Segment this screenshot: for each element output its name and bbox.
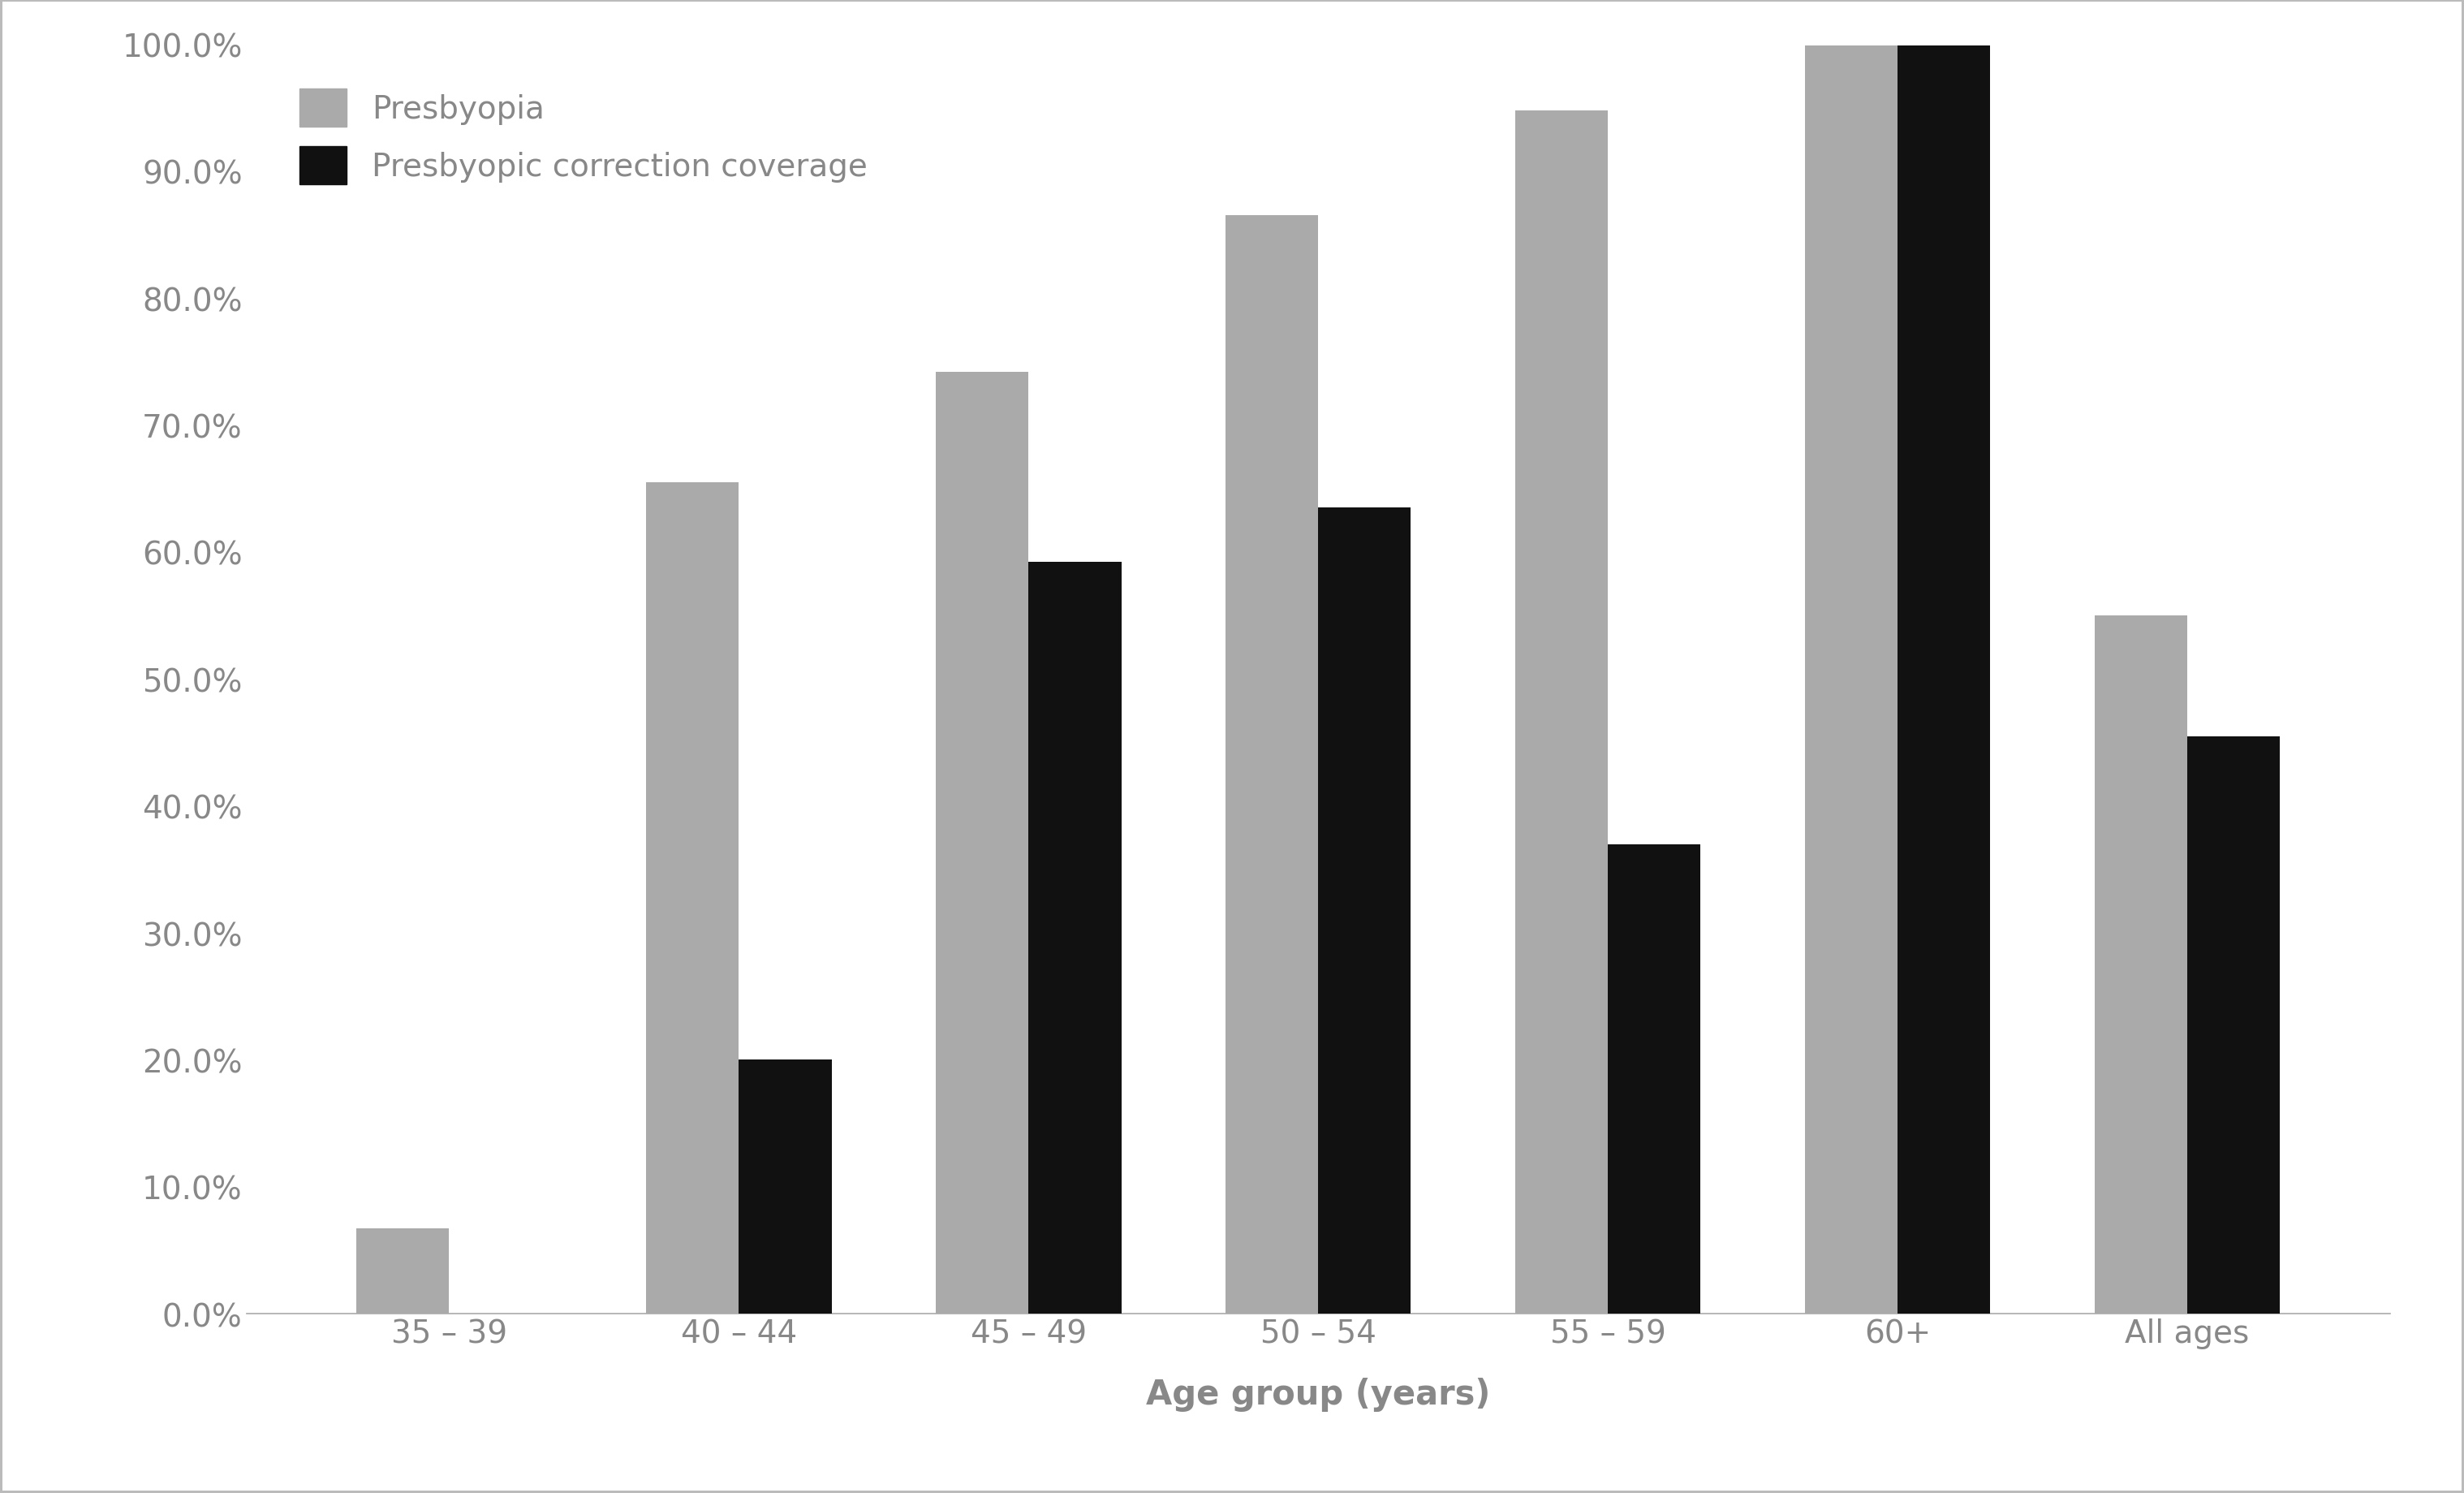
Bar bbox=[1609, 844, 1700, 1314]
Bar bbox=[1515, 110, 1609, 1314]
Bar bbox=[357, 1229, 448, 1314]
Bar bbox=[1225, 216, 1318, 1314]
X-axis label: Age group (years): Age group (years) bbox=[1146, 1377, 1491, 1411]
Bar bbox=[739, 1060, 830, 1314]
Bar bbox=[1806, 46, 1897, 1314]
Bar bbox=[1897, 46, 1991, 1314]
Bar bbox=[2188, 736, 2279, 1314]
Bar bbox=[1318, 508, 1412, 1314]
Bar bbox=[2094, 615, 2188, 1314]
Bar bbox=[936, 372, 1027, 1314]
Bar bbox=[646, 482, 739, 1314]
Bar bbox=[1027, 563, 1121, 1314]
Legend: Presbyopia, Presbyopic correction coverage: Presbyopia, Presbyopic correction covera… bbox=[283, 73, 885, 200]
